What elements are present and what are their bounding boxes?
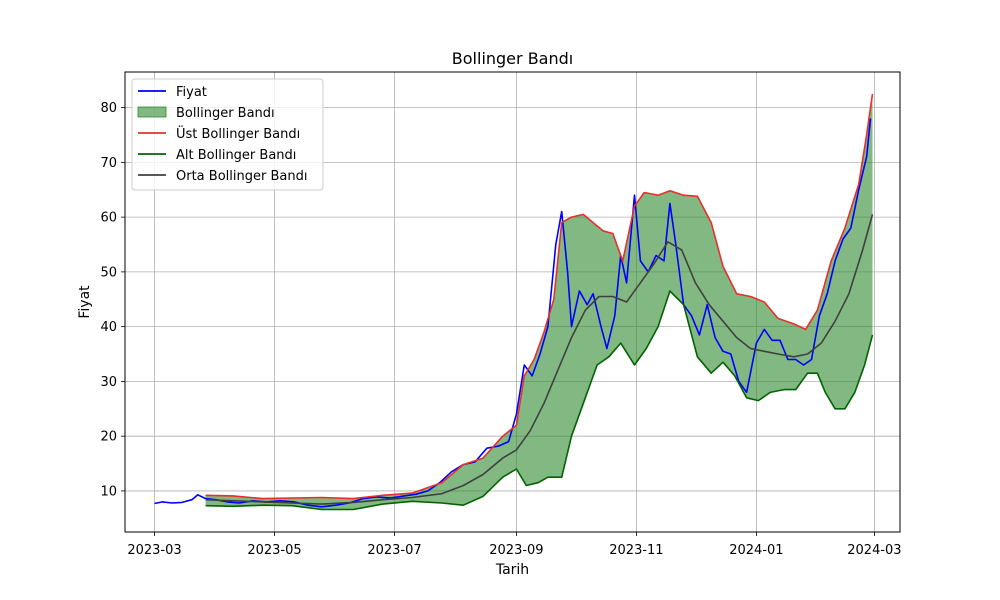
series-lines — [154, 93, 874, 511]
x-tick-label: 2024-01 — [729, 543, 783, 558]
x-tick-label: 2023-11 — [609, 543, 663, 558]
x-axis-ticks: 2023-03 2023-05 2023-07 2023-09 2023-11 2024-… — [127, 532, 902, 558]
x-tick-label: 2023-09 — [489, 543, 543, 558]
legend-label-middle: Orta Bollinger Bandı — [176, 169, 307, 184]
y-tick-label: 50 — [100, 265, 117, 280]
legend-label-lower: Alt Bollinger Bandı — [176, 148, 296, 163]
y-tick-label: 80 — [100, 101, 117, 116]
x-axis-label: Tarih — [495, 562, 529, 578]
y-tick-label: 40 — [100, 320, 117, 335]
series-line-middle — [205, 214, 874, 505]
y-tick-label: 10 — [100, 484, 117, 499]
bollinger-band-area — [205, 93, 873, 510]
plot-frame — [124, 71, 901, 533]
y-tick-label: 60 — [100, 211, 117, 226]
y-tick-label: 70 — [100, 156, 117, 171]
legend-label-upper: Üst Bollinger Bandı — [176, 125, 300, 142]
legend-swatch-band — [137, 106, 167, 118]
legend-label-price: Fiyat — [176, 85, 207, 100]
series-line-upper — [205, 93, 874, 500]
x-tick-label: 2023-07 — [367, 543, 421, 558]
y-axis-label: Fiyat — [77, 285, 93, 319]
x-tick-label: 2023-03 — [127, 543, 181, 558]
legend-label-band: Bollinger Bandı — [176, 106, 275, 121]
x-tick-label: 2024-03 — [847, 543, 901, 558]
chart-title: Bollinger Bandı — [452, 49, 573, 68]
legend-box — [131, 78, 324, 191]
y-tick-label: 20 — [100, 430, 117, 445]
band-fill — [205, 93, 873, 510]
series-line-lower — [205, 290, 874, 511]
y-axis-ticks: 10 20 30 40 50 60 70 80 — [100, 101, 125, 499]
y-tick-label: 30 — [100, 375, 117, 390]
x-tick-label: 2023-05 — [247, 543, 301, 558]
legend: Fiyat Bollinger Bandı Üst Bollinger Bandı A… — [131, 78, 324, 191]
